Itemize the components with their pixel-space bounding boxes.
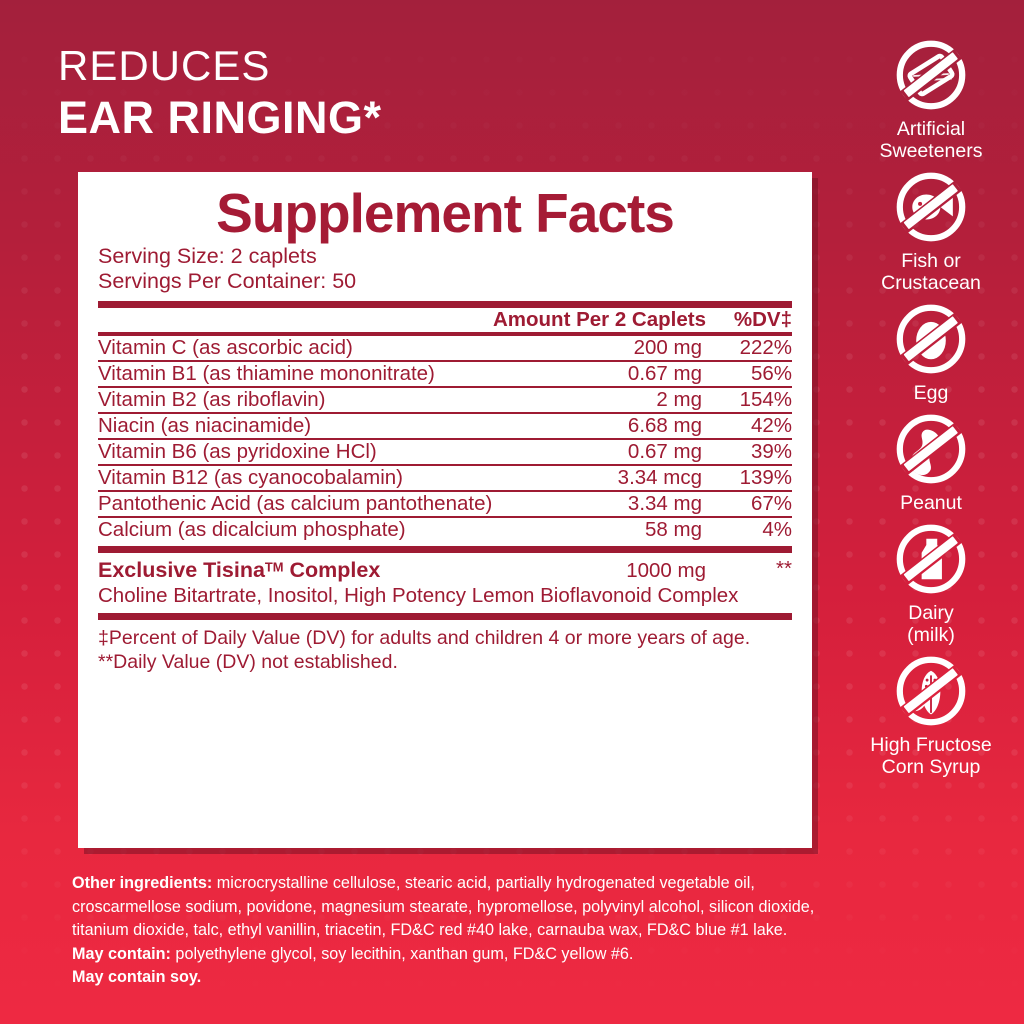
- nutrient-rows: Vitamin C (as ascorbic acid) 200 mg 222% Vi…: [98, 336, 792, 542]
- allergen-label: Peanut: [900, 492, 962, 514]
- cell-amount: 3.34 mg: [627, 492, 702, 515]
- row-separator: [98, 516, 792, 518]
- no-fish-icon: [892, 168, 970, 246]
- table-row: Vitamin B12 (as cyanocobalamin) 3.34 mcg 1…: [98, 466, 792, 490]
- cell-amount: 0.67 mg: [627, 362, 702, 385]
- allergen-label: High Fructose Corn Syrup: [870, 734, 992, 778]
- allergen-free-rail: Artificial Sweeteners Fish or Crustacean Egg…: [838, 36, 1024, 784]
- table-header-row: Amount Per 2 Caplets %DV‡: [98, 308, 792, 332]
- table-row: Vitamin B6 (as pyridoxine HCl) 0.67 mg 39%: [98, 440, 792, 464]
- cell-dv: 222%: [739, 336, 792, 359]
- cell-amount: 6.68 mg: [627, 414, 702, 437]
- cell-name: Vitamin B2 (as riboflavin): [98, 388, 326, 411]
- cell-dv: 4%: [762, 518, 792, 541]
- table-row: Vitamin B1 (as thiamine mononitrate) 0.67…: [98, 362, 792, 386]
- other-ingredients-block: Other ingredients: microcrystalline cell…: [72, 872, 818, 990]
- header-dv: %DV‡: [733, 308, 792, 331]
- header-amount: Amount Per 2 Caplets: [492, 308, 706, 331]
- other-ingredients-label: Other ingredients:: [72, 874, 213, 892]
- headline: REDUCES EAR RINGING*: [58, 42, 382, 143]
- cell-name: Pantothenic Acid (as calcium pantothenat…: [98, 492, 493, 515]
- allergen-item: Fish or Crustacean: [881, 168, 981, 294]
- allergen-label: Fish or Crustacean: [881, 250, 981, 294]
- cell-dv: 42%: [750, 414, 792, 437]
- supplement-facts-title: Supplement Facts: [216, 182, 675, 244]
- allergen-label: Egg: [913, 382, 949, 404]
- row-separator: [98, 360, 792, 362]
- supplement-facts-panel: Supplement Facts Serving Size: 2 caplets…: [78, 172, 812, 848]
- cell-name: Vitamin B12 (as cyanocobalamin): [98, 466, 403, 489]
- no-peanut-icon: [892, 410, 970, 488]
- blend-table: Exclusive TisinaTM Complex 1000 mg ** Ch…: [98, 553, 792, 608]
- table-row: Vitamin B2 (as riboflavin) 2 mg 154%: [98, 388, 792, 412]
- allergen-label: Artificial Sweeteners: [879, 118, 983, 162]
- blend-amount: 1000 mg: [626, 559, 706, 582]
- allergen-item: High Fructose Corn Syrup: [870, 652, 992, 778]
- no-dairy-icon: [892, 520, 970, 598]
- cell-dv: 67%: [750, 492, 792, 515]
- blend-trademark: TM: [264, 559, 284, 575]
- footnote-dv-not-established: **Daily Value (DV) not established.: [98, 651, 398, 673]
- cell-dv: 56%: [750, 362, 792, 385]
- headline-line-1: REDUCES: [58, 42, 271, 89]
- cell-amount: 200 mg: [633, 336, 702, 359]
- divider-above-blend: [98, 546, 792, 553]
- blend-subtext: Choline Bitartrate, Inositol, High Poten…: [98, 584, 739, 607]
- allergen-item: Peanut: [892, 410, 970, 514]
- cell-amount: 3.34 mcg: [617, 466, 702, 489]
- servings-per-container: Servings Per Container: 50: [98, 269, 357, 293]
- row-separator: [98, 490, 792, 492]
- table-row: Niacin (as niacinamide) 6.68 mg 42%: [98, 414, 792, 438]
- no-artificial-sweeteners-icon: [892, 36, 970, 114]
- cell-dv: 154%: [739, 388, 792, 411]
- nutrition-table: Amount Per 2 Caplets %DV‡: [98, 308, 792, 332]
- cell-amount: 0.67 mg: [627, 440, 702, 463]
- cell-dv: 139%: [739, 466, 792, 489]
- table-row: Pantothenic Acid (as calcium pantothenat…: [98, 492, 792, 516]
- row-separator: [98, 386, 792, 388]
- blend-subtext-row: Choline Bitartrate, Inositol, High Poten…: [98, 583, 792, 608]
- cell-name: Vitamin B1 (as thiamine mononitrate): [98, 362, 435, 385]
- row-separator: [98, 464, 792, 466]
- blend-name-suffix: Complex: [283, 558, 381, 582]
- no-corn-syrup-icon: [892, 652, 970, 730]
- cell-name: Vitamin C (as ascorbic acid): [98, 336, 353, 359]
- serving-size: Serving Size: 2 caplets: [98, 244, 317, 268]
- allergen-label: Dairy (milk): [907, 602, 955, 646]
- no-egg-icon: [892, 300, 970, 378]
- blend-dv: **: [776, 557, 792, 580]
- blend-name: Exclusive TisinaTM Complex: [98, 553, 572, 583]
- headline-line-2: EAR RINGING*: [58, 92, 382, 143]
- table-row: Calcium (as dicalcium phosphate) 58 mg 4%: [98, 518, 792, 542]
- cell-name: Calcium (as dicalcium phosphate): [98, 518, 406, 541]
- other-ingredients-list: microcrystalline cellulose, stearic acid…: [72, 874, 815, 939]
- soy-note: May contain soy.: [72, 968, 202, 986]
- allergen-item: Artificial Sweeteners: [879, 36, 983, 162]
- cell-amount: 58 mg: [645, 518, 702, 541]
- footnote-dv-percent: ‡Percent of Daily Value (DV) for adults …: [98, 627, 751, 649]
- blend-row: Exclusive TisinaTM Complex 1000 mg **: [98, 553, 792, 583]
- cell-amount: 2 mg: [656, 388, 702, 411]
- row-separator: [98, 412, 792, 414]
- divider-below-blend: [98, 613, 792, 620]
- cell-name: Niacin (as niacinamide): [98, 414, 312, 437]
- may-contain-label: May contain:: [72, 944, 171, 963]
- may-contain-list: polyethylene glycol, soy lecithin, xanth…: [170, 944, 634, 963]
- divider-top-thick: [98, 301, 792, 308]
- table-row: Vitamin C (as ascorbic acid) 200 mg 222%: [98, 336, 792, 360]
- divider-under-header: [98, 332, 792, 336]
- row-separator: [98, 438, 792, 440]
- blend-name-prefix: Exclusive Tisina: [98, 558, 265, 582]
- cell-name: Vitamin B6 (as pyridoxine HCl): [98, 440, 377, 463]
- allergen-item: Dairy (milk): [892, 520, 970, 646]
- cell-dv: 39%: [750, 440, 792, 463]
- allergen-item: Egg: [892, 300, 970, 404]
